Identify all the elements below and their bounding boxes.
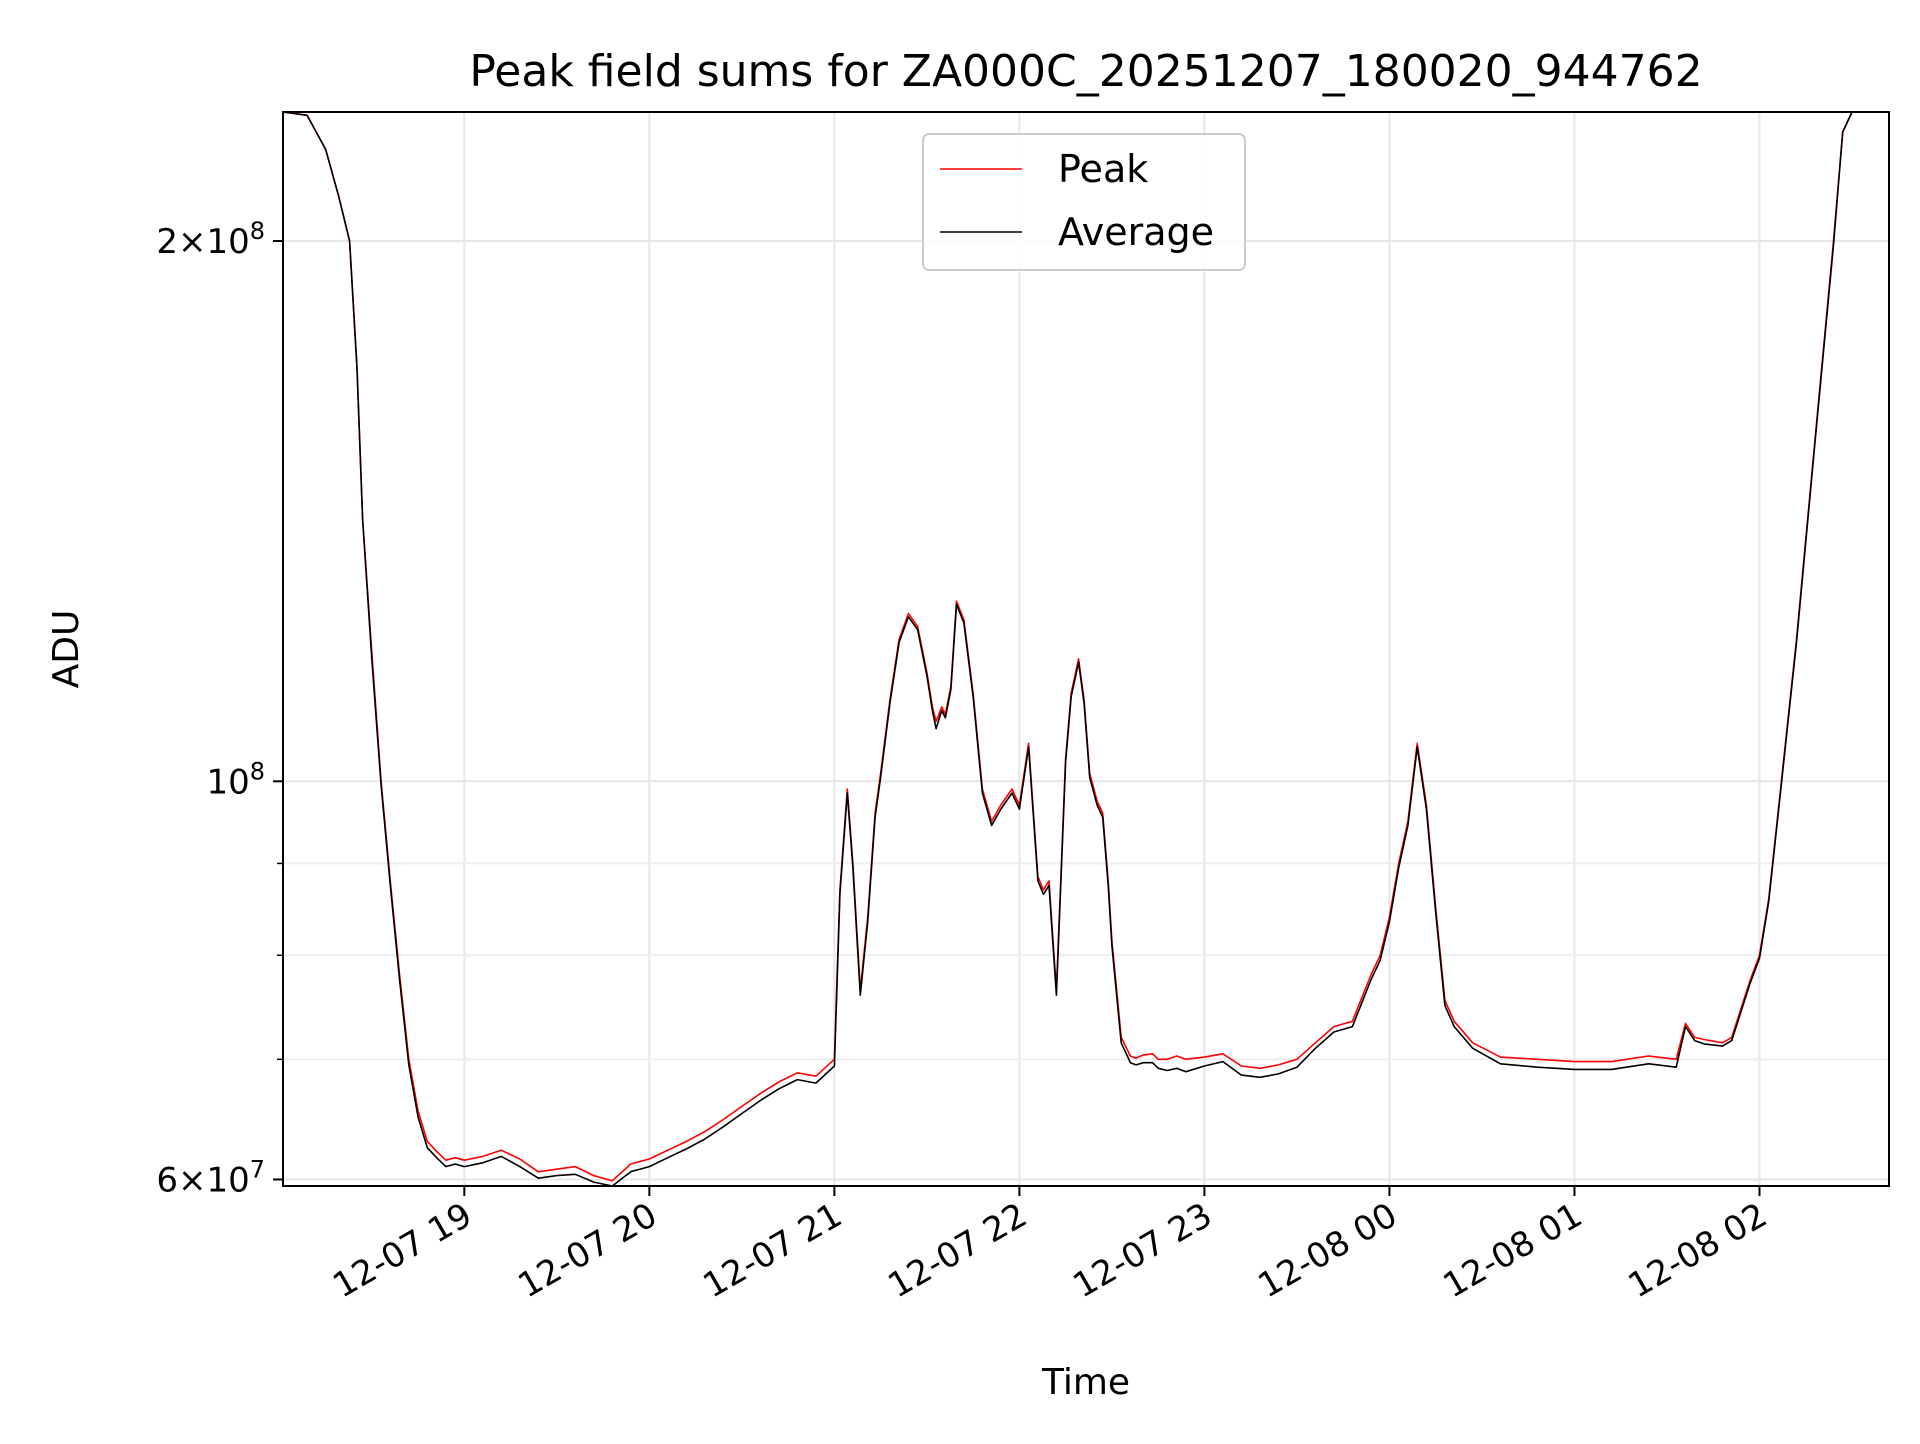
y-axis-label: ADU	[46, 610, 87, 689]
y-tick-label: 108	[206, 757, 265, 802]
legend-box	[922, 133, 1246, 271]
legend-label-peak: Peak	[1058, 147, 1148, 191]
series-line-average	[282, 111, 1889, 1187]
chart-title: Peak field sums for ZA000C_20251207_1800…	[469, 46, 1702, 97]
x-axis-label: Time	[1041, 1362, 1130, 1403]
y-tick-label-base: 6×10	[156, 1160, 249, 1200]
series-lines	[282, 111, 1889, 1187]
y-tick-label-exponent: 8	[250, 757, 265, 785]
series-line-peak	[282, 111, 1889, 1182]
y-tick-label-exponent: 7	[250, 1155, 265, 1183]
y-tick-label-base: 2×10	[156, 222, 249, 262]
y-tick-label-exponent: 8	[250, 217, 265, 245]
y-tick-label: 2×108	[156, 217, 265, 262]
plot-frame	[282, 111, 1890, 1187]
y-tick-label-base: 10	[206, 762, 249, 802]
legend: Peak Average	[922, 133, 1246, 271]
y-tick-label: 6×107	[156, 1155, 265, 1200]
legend-label-average: Average	[1058, 210, 1214, 254]
